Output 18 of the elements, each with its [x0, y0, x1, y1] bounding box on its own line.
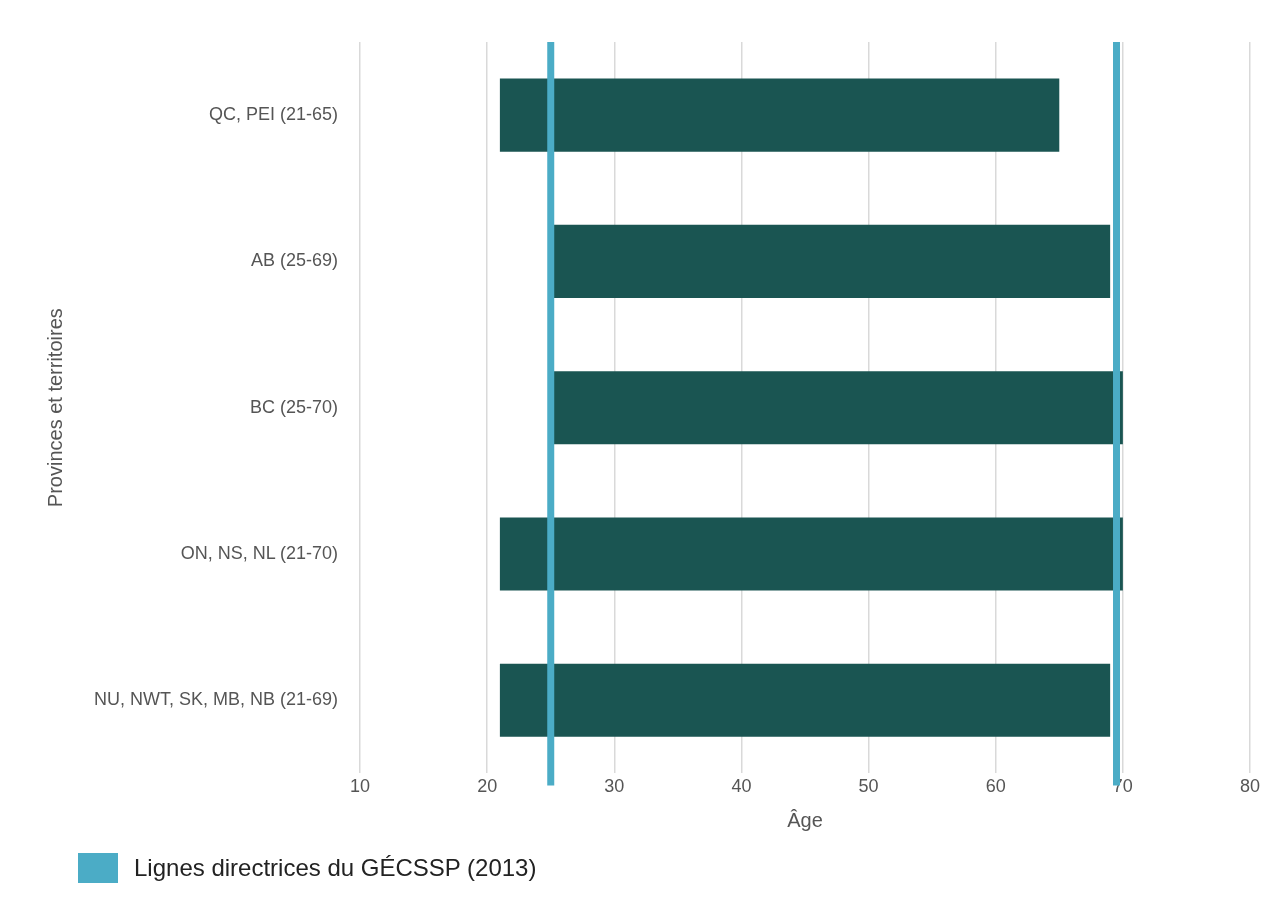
x-tick-label: 50 — [858, 776, 879, 797]
x-tick-label: 80 — [1239, 776, 1261, 797]
y-tick-label: QC, PEI (21-65) — [208, 104, 339, 125]
bar — [499, 663, 1111, 737]
x-axis-title: Âge — [787, 808, 823, 831]
y-tick-label: BC (25-70) — [250, 396, 339, 417]
y-tick-label: NU, NWT, SK, MB, NB (21-69) — [93, 689, 339, 710]
y-tick-label: ON, NS, NL (21-70) — [180, 542, 339, 563]
x-tick-label: 10 — [350, 776, 371, 797]
x-tick-label: 40 — [731, 776, 752, 797]
x-tick-label: 20 — [477, 776, 498, 797]
legend-label: Lignes directrices du GÉCSSP (2013) — [134, 854, 537, 882]
bar — [499, 517, 1123, 591]
x-tick-label: 60 — [985, 776, 1006, 797]
bar — [499, 78, 1060, 152]
y-axis-title: Provinces et territoires — [43, 308, 66, 508]
y-tick-label: AB (25-69) — [250, 250, 339, 271]
x-tick-label: 30 — [604, 776, 625, 797]
